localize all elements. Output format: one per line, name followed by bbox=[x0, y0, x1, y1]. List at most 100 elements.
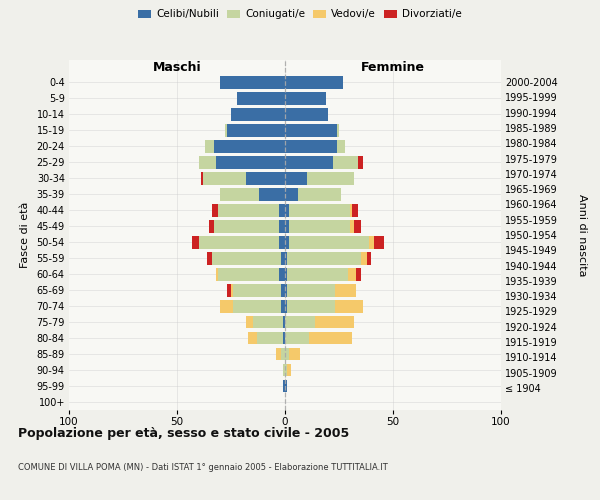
Bar bbox=[361, 252, 367, 264]
Y-axis label: Anni di nascita: Anni di nascita bbox=[577, 194, 587, 276]
Bar bbox=[278, 220, 285, 232]
Bar bbox=[205, 140, 214, 152]
Bar bbox=[201, 172, 203, 184]
Bar bbox=[285, 108, 328, 120]
Bar bbox=[281, 252, 285, 264]
Bar bbox=[287, 252, 361, 264]
Bar bbox=[335, 284, 356, 296]
Bar bbox=[214, 140, 285, 152]
Y-axis label: Fasce di età: Fasce di età bbox=[20, 202, 29, 268]
Bar bbox=[231, 284, 233, 296]
Bar bbox=[224, 124, 227, 136]
Bar bbox=[356, 268, 361, 280]
Bar bbox=[374, 236, 385, 248]
Bar bbox=[285, 172, 307, 184]
Bar bbox=[281, 300, 285, 312]
Bar bbox=[283, 316, 285, 328]
Bar bbox=[199, 156, 216, 168]
Bar bbox=[285, 284, 287, 296]
Bar bbox=[253, 316, 283, 328]
Bar bbox=[278, 268, 285, 280]
Bar bbox=[218, 268, 278, 280]
Bar bbox=[287, 284, 335, 296]
Bar bbox=[352, 204, 358, 216]
Bar bbox=[199, 236, 278, 248]
Bar bbox=[278, 236, 285, 248]
Bar bbox=[358, 156, 363, 168]
Bar bbox=[285, 140, 337, 152]
Bar bbox=[285, 220, 289, 232]
Bar bbox=[369, 236, 374, 248]
Bar bbox=[285, 364, 287, 376]
Bar bbox=[277, 348, 281, 360]
Bar bbox=[220, 300, 233, 312]
Bar bbox=[285, 316, 315, 328]
Bar bbox=[207, 252, 212, 264]
Bar bbox=[212, 252, 281, 264]
Bar bbox=[285, 92, 326, 104]
Bar bbox=[220, 76, 285, 89]
Bar bbox=[285, 188, 298, 200]
Bar bbox=[285, 124, 337, 136]
Bar bbox=[283, 364, 285, 376]
Bar bbox=[227, 124, 285, 136]
Bar bbox=[278, 204, 285, 216]
Bar bbox=[285, 380, 287, 392]
Bar bbox=[203, 172, 246, 184]
Bar bbox=[367, 252, 371, 264]
Bar bbox=[192, 236, 199, 248]
Bar bbox=[287, 268, 347, 280]
Bar bbox=[227, 284, 231, 296]
Bar bbox=[281, 284, 285, 296]
Text: Maschi: Maschi bbox=[152, 62, 202, 74]
Bar bbox=[246, 172, 285, 184]
Bar bbox=[285, 204, 289, 216]
Bar bbox=[248, 332, 257, 344]
Bar bbox=[285, 236, 289, 248]
Bar bbox=[285, 76, 343, 89]
Bar bbox=[285, 268, 287, 280]
Bar bbox=[209, 220, 214, 232]
Bar bbox=[307, 172, 354, 184]
Bar bbox=[216, 156, 285, 168]
Bar bbox=[281, 348, 285, 360]
Bar bbox=[238, 92, 285, 104]
Bar bbox=[283, 332, 285, 344]
Bar bbox=[350, 220, 354, 232]
Bar bbox=[218, 204, 278, 216]
Bar bbox=[220, 188, 259, 200]
Text: Popolazione per età, sesso e stato civile - 2005: Popolazione per età, sesso e stato civil… bbox=[18, 428, 349, 440]
Bar bbox=[337, 140, 346, 152]
Bar bbox=[309, 332, 352, 344]
Bar bbox=[216, 268, 218, 280]
Bar bbox=[233, 300, 281, 312]
Bar bbox=[347, 268, 356, 280]
Bar bbox=[212, 204, 218, 216]
Bar bbox=[257, 332, 283, 344]
Bar bbox=[335, 300, 363, 312]
Bar bbox=[298, 188, 341, 200]
Bar bbox=[285, 156, 332, 168]
Bar bbox=[233, 284, 281, 296]
Bar bbox=[350, 204, 352, 216]
Bar bbox=[285, 252, 287, 264]
Bar bbox=[285, 348, 289, 360]
Bar bbox=[289, 236, 369, 248]
Bar bbox=[285, 332, 309, 344]
Bar bbox=[259, 188, 285, 200]
Legend: Celibi/Nubili, Coniugati/e, Vedovi/e, Divorziati/e: Celibi/Nubili, Coniugati/e, Vedovi/e, Di… bbox=[134, 5, 466, 24]
Bar bbox=[315, 316, 354, 328]
Bar bbox=[285, 300, 287, 312]
Bar bbox=[246, 316, 253, 328]
Bar bbox=[287, 300, 335, 312]
Text: COMUNE DI VILLA POMA (MN) - Dati ISTAT 1° gennaio 2005 - Elaborazione TUTTITALIA: COMUNE DI VILLA POMA (MN) - Dati ISTAT 1… bbox=[18, 462, 388, 471]
Bar bbox=[287, 364, 292, 376]
Bar bbox=[354, 220, 361, 232]
Bar bbox=[337, 124, 339, 136]
Bar bbox=[289, 348, 300, 360]
Bar bbox=[231, 108, 285, 120]
Bar bbox=[214, 220, 278, 232]
Bar bbox=[332, 156, 358, 168]
Bar bbox=[283, 380, 285, 392]
Bar bbox=[289, 204, 350, 216]
